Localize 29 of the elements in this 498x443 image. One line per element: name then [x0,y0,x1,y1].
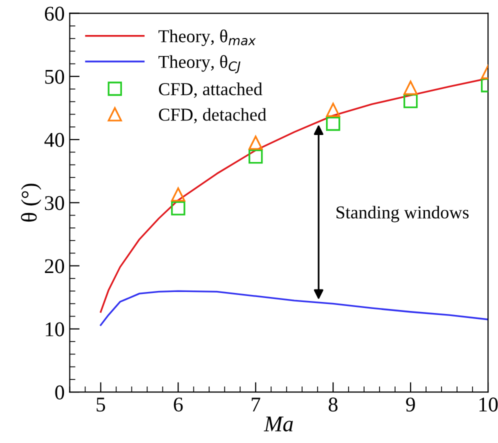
point [403,94,418,108]
x-tick-label: 6 [174,398,183,412]
y-tick-label: 60 [44,6,64,21]
annotation: Standing windows [336,206,469,222]
y-tick-label: 40 [44,132,64,147]
point [248,150,263,164]
y-axis-title: θ (°) [20,184,42,222]
point [171,201,186,216]
point [248,136,263,150]
y-tick-label: 30 [45,196,64,210]
x-tick-label: 9 [406,398,415,412]
legend-label: CFD, attached [158,82,262,98]
line-series [100,290,488,326]
point [326,102,340,117]
point [171,187,186,202]
point [403,80,418,95]
y-tick-label: 0 [55,385,64,400]
x-tick-label: 8 [328,398,338,412]
legend-label: CFD, detached [158,108,266,124]
legend-label: Theory, θ$_{CJ}$ [158,55,240,74]
y-tick-label: 10 [46,322,64,336]
y-tick-label: 20 [44,259,64,274]
x-axis-title: Ma [264,416,293,432]
legend-label: Theory, θ$_{max}$ [158,30,256,46]
x-tick-label: 10 [479,398,498,412]
x-tick-label: 7 [252,398,260,412]
point [326,116,340,131]
y-tick-label: 50 [45,70,64,84]
x-tick-label: 5 [96,398,106,412]
